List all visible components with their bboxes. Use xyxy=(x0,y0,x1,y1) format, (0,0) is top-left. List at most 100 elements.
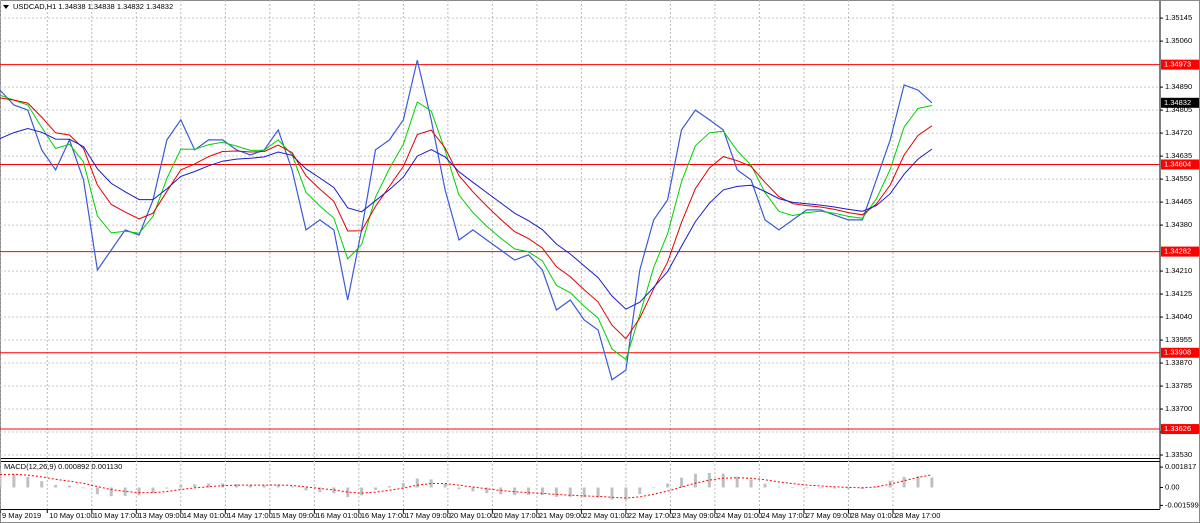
macd-bar xyxy=(749,479,753,488)
macd-bar xyxy=(54,484,58,488)
last-price-box xyxy=(1161,97,1199,108)
macd-bar xyxy=(930,477,934,488)
macd-bar xyxy=(234,484,238,488)
macd-bar xyxy=(276,484,280,488)
macd-bar xyxy=(81,487,85,489)
y-tick-label: 1.35060 xyxy=(1165,36,1192,45)
macd-bar xyxy=(693,473,697,488)
macd-bar xyxy=(179,484,183,488)
macd-bar xyxy=(596,487,600,498)
x-tick-label: 22 May 01:00 xyxy=(583,511,628,520)
x-tick-label: 16 May 17:00 xyxy=(361,511,406,520)
macd-signal xyxy=(0,473,932,499)
y-tick-label: 1.34635 xyxy=(1165,151,1192,160)
level-label-box xyxy=(1161,347,1199,358)
y-tick-label: 1.33870 xyxy=(1165,358,1192,367)
y-tick-label: 0.001817 xyxy=(1165,462,1196,471)
price-line xyxy=(0,59,933,381)
x-tick-label: 23 May 09:00 xyxy=(672,511,717,520)
x-tick-label: 28 May 01:00 xyxy=(850,511,895,520)
macd-bar xyxy=(485,487,489,494)
macd-bar xyxy=(624,487,628,500)
x-tick-label: 15 May 09:00 xyxy=(272,511,317,520)
y-tick-label: 1.34720 xyxy=(1165,128,1192,137)
macd-bar xyxy=(777,486,781,488)
y-tick-label: 1.34125 xyxy=(1165,289,1192,298)
y-tick-label: 1.34210 xyxy=(1165,266,1192,275)
macd-bar xyxy=(540,487,544,496)
macd-bar xyxy=(165,487,169,489)
level-label: 1.34604 xyxy=(1164,159,1191,168)
level-label-box xyxy=(1161,424,1199,435)
level-label-box xyxy=(1161,246,1199,257)
macd-bar xyxy=(429,479,433,488)
macd-bar xyxy=(151,487,155,494)
macd-bar xyxy=(137,487,141,496)
macd-bar xyxy=(707,472,711,488)
chart-title: USDCAD,H1 1.34838 1.34838 1.34832 1.3483… xyxy=(13,2,173,11)
x-tick-label: 14 May 01:00 xyxy=(183,511,228,520)
macd-bar xyxy=(387,486,391,488)
y-tick-label: 1.34040 xyxy=(1165,312,1192,321)
y-tick-label: 1.34465 xyxy=(1165,197,1192,206)
macd-bar xyxy=(846,487,850,489)
y-tick-label: 1.33530 xyxy=(1165,450,1192,459)
ma-slow xyxy=(0,127,933,310)
y-tick-label: 1.33700 xyxy=(1165,404,1192,413)
x-tick-label: 24 May 17:00 xyxy=(761,511,806,520)
y-tick-label: 1.35145 xyxy=(1165,13,1192,22)
macd-bar xyxy=(791,487,795,489)
macd-bar xyxy=(290,486,294,488)
level-label: 1.33626 xyxy=(1164,424,1191,433)
y-tick-label: 0.00 xyxy=(1165,482,1180,491)
macd-bar xyxy=(304,487,308,491)
y-tick-label: 1.33785 xyxy=(1165,381,1192,390)
macd-bar xyxy=(833,487,837,489)
macd-bar xyxy=(666,483,670,488)
macd-bar xyxy=(638,487,642,495)
y-tick-label: 1.34550 xyxy=(1165,174,1192,183)
level-label: 1.33908 xyxy=(1164,348,1191,357)
y-tick-label: 1.33955 xyxy=(1165,335,1192,344)
macd-bar xyxy=(554,487,558,497)
macd-bar xyxy=(457,487,461,490)
level-label-box xyxy=(1161,59,1199,70)
x-tick-label: 16 May 01:00 xyxy=(316,511,361,520)
x-tick-label: 27 May 09:00 xyxy=(806,511,851,520)
x-tick-label: 20 May 17:00 xyxy=(494,511,539,520)
x-tick-label: 10 May 01:00 xyxy=(49,511,94,520)
y-tick-label: 1.34890 xyxy=(1165,82,1192,91)
macd-bar xyxy=(916,476,920,488)
macd-bar xyxy=(26,476,30,488)
macd-bar xyxy=(735,476,739,488)
y-tick-label: 1.34805 xyxy=(1165,105,1192,114)
macd-bar xyxy=(568,487,572,497)
macd-bar xyxy=(471,487,475,492)
macd-bar xyxy=(527,487,531,495)
x-tick-label: 9 May 2019 xyxy=(2,511,41,520)
macd-bar xyxy=(513,487,517,496)
x-tick-label: 21 May 09:00 xyxy=(539,511,584,520)
macd-bar xyxy=(652,487,656,489)
macd-bar xyxy=(68,485,72,488)
macd-bar xyxy=(401,482,405,488)
macd-bar xyxy=(123,487,127,496)
level-label-box xyxy=(1161,159,1199,170)
macd-bar xyxy=(207,483,211,488)
macd-bar xyxy=(95,487,99,495)
ma-medium xyxy=(0,97,933,340)
macd-bar xyxy=(374,487,378,490)
x-tick-label: 13 May 09:00 xyxy=(138,511,183,520)
macd-bar xyxy=(40,481,44,488)
y-tick-label: -0.001599 xyxy=(1165,500,1199,509)
macd-bar xyxy=(109,487,113,497)
level-label: 1.34282 xyxy=(1164,247,1191,256)
macd-bar xyxy=(443,483,447,488)
macd-bar xyxy=(248,484,252,488)
menu-arrow[interactable] xyxy=(3,5,9,9)
macd-bar xyxy=(193,484,197,488)
macd-bar xyxy=(805,487,809,489)
macd-bar xyxy=(360,487,364,496)
